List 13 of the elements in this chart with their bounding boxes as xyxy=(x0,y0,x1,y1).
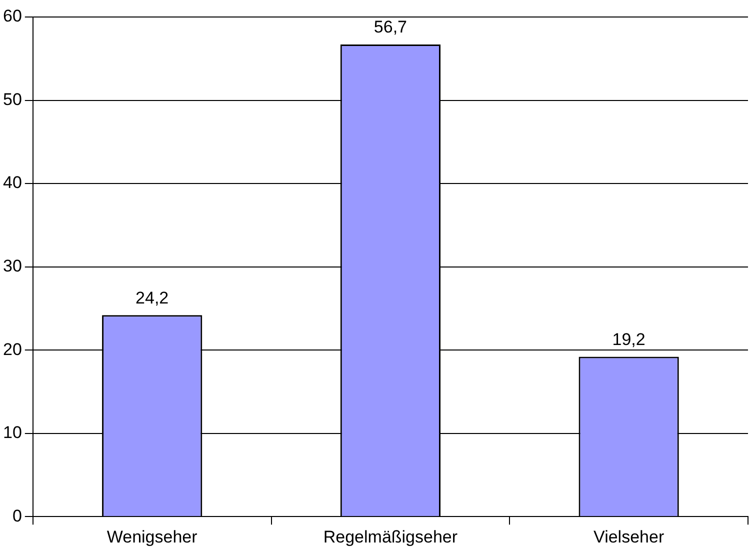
y-tick-label: 40 xyxy=(2,173,22,192)
x-tick-label: Regelmäßigseher xyxy=(323,527,458,546)
y-tick-label: 10 xyxy=(2,423,22,442)
y-tick-label: 50 xyxy=(2,90,22,109)
data-label: 24,2 xyxy=(136,288,169,308)
y-tick-label: 0 xyxy=(12,506,22,526)
y-tick-label: 60 xyxy=(2,6,22,26)
data-label: 19,2 xyxy=(612,330,646,349)
y-tick-label: 30 xyxy=(2,256,22,276)
x-tick-label: Wenigseher xyxy=(106,527,198,546)
y-tick-label: 20 xyxy=(2,340,22,359)
x-tick-label: Vielseher xyxy=(594,527,664,546)
data-label: 56,7 xyxy=(374,18,407,37)
